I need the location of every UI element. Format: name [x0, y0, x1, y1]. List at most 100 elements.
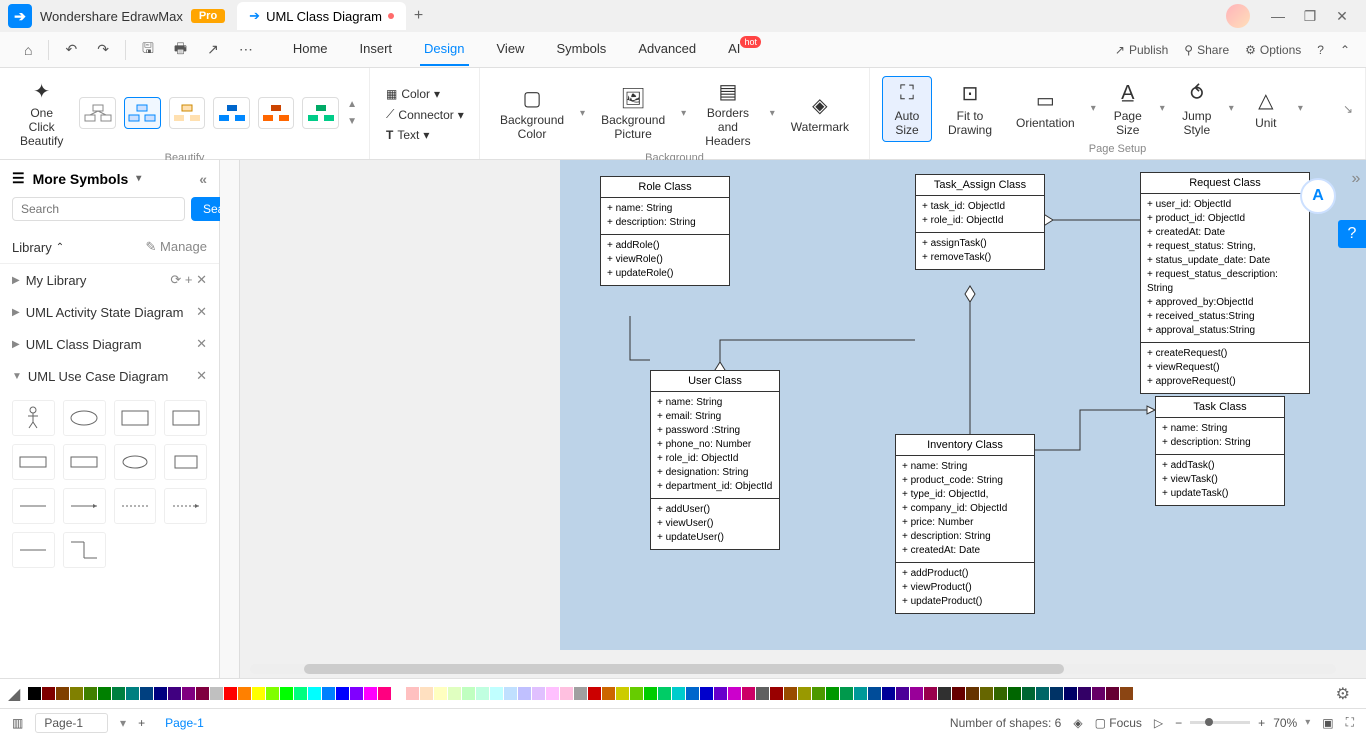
page-tab[interactable]: Page-1 [157, 716, 212, 730]
color-swatch[interactable] [588, 687, 601, 700]
tab-view[interactable]: View [493, 33, 529, 66]
style-scroll-up[interactable]: ▲ [347, 99, 357, 110]
style-scroll-down[interactable]: ▼ [347, 116, 357, 127]
color-swatch[interactable] [504, 687, 517, 700]
minimize-button[interactable]: — [1262, 8, 1294, 24]
color-swatch[interactable] [182, 687, 195, 700]
color-swatch[interactable] [196, 687, 209, 700]
page-list-icon[interactable]: ▥ [12, 716, 23, 730]
zoom-level[interactable]: 70% [1273, 716, 1297, 730]
collapse-sidebar-icon[interactable]: « [199, 171, 207, 187]
lib-section-class[interactable]: ▶UML Class Diagram✕ [0, 328, 219, 360]
color-swatch[interactable] [1106, 687, 1119, 700]
orientation-button[interactable]: ▭Orientation [1008, 84, 1083, 134]
color-swatch[interactable] [112, 687, 125, 700]
color-swatch[interactable] [1120, 687, 1133, 700]
shape-actor[interactable] [12, 400, 55, 436]
focus-button[interactable]: ▢ Focus [1095, 716, 1142, 730]
tab-symbols[interactable]: Symbols [552, 33, 610, 66]
color-swatch[interactable] [308, 687, 321, 700]
canvas-area[interactable]: Role Class+ name: String+ description: S… [220, 160, 1366, 678]
uml-class-role[interactable]: Role Class+ name: String+ description: S… [600, 176, 730, 286]
expand-right-panel-icon[interactable]: » [1346, 170, 1366, 188]
uml-class-request[interactable]: Request Class+ user_id: ObjectId+ produc… [1140, 172, 1310, 394]
color-swatch[interactable] [644, 687, 657, 700]
color-swatch[interactable] [448, 687, 461, 700]
tab-insert[interactable]: Insert [356, 33, 397, 66]
color-swatch[interactable] [42, 687, 55, 700]
color-swatch[interactable] [518, 687, 531, 700]
color-swatch[interactable] [350, 687, 363, 700]
document-tab[interactable]: ➔ UML Class Diagram [237, 2, 406, 30]
color-swatch[interactable] [798, 687, 811, 700]
zoom-in-button[interactable]: + [1258, 716, 1265, 730]
collapse-ribbon-icon[interactable]: ⌃ [1340, 43, 1350, 57]
color-swatch[interactable] [126, 687, 139, 700]
color-swatch[interactable] [630, 687, 643, 700]
more-button[interactable]: ⋯ [231, 37, 261, 62]
color-swatch[interactable] [168, 687, 181, 700]
color-swatch[interactable] [266, 687, 279, 700]
watermark-button[interactable]: ◈Watermark [783, 88, 857, 138]
maximize-button[interactable]: ❐ [1294, 8, 1326, 25]
h-scrollbar[interactable] [250, 664, 1336, 674]
color-swatch[interactable] [1078, 687, 1091, 700]
color-swatch[interactable] [952, 687, 965, 700]
color-swatch[interactable] [882, 687, 895, 700]
color-swatch[interactable] [1036, 687, 1049, 700]
undo-button[interactable]: ↶ [57, 37, 85, 62]
options-button[interactable]: ⚙ Options [1245, 43, 1301, 57]
color-swatch[interactable] [574, 687, 587, 700]
tab-ai[interactable]: AIhot [724, 33, 765, 66]
tab-design[interactable]: Design [420, 33, 468, 66]
color-swatch[interactable] [784, 687, 797, 700]
fit-page-icon[interactable]: ▣ [1322, 716, 1333, 730]
uml-class-task_assign[interactable]: Task_Assign Class+ task_id: ObjectId+ ro… [915, 174, 1045, 270]
add-page-button[interactable]: + [138, 716, 145, 730]
lib-section-my-library[interactable]: ▶My Library⟳ + ✕ [0, 264, 219, 296]
save-button[interactable]: 🖫 [134, 34, 162, 66]
color-swatch[interactable] [742, 687, 755, 700]
color-swatch[interactable] [378, 687, 391, 700]
color-swatch[interactable] [1008, 687, 1021, 700]
color-swatch[interactable] [392, 687, 405, 700]
color-swatch[interactable] [756, 687, 769, 700]
shape-note[interactable] [164, 444, 207, 480]
bg-picture-button[interactable]: 🖼Background Picture [593, 81, 673, 145]
color-swatch[interactable] [28, 687, 41, 700]
shape-ellipse[interactable] [114, 444, 157, 480]
color-swatch[interactable] [1022, 687, 1035, 700]
style-preset-4[interactable] [213, 97, 250, 129]
help-icon[interactable]: ? [1317, 43, 1324, 57]
color-swatch[interactable] [966, 687, 979, 700]
tab-home[interactable]: Home [289, 33, 332, 66]
fullscreen-icon[interactable]: ⛶ [1346, 715, 1354, 730]
color-swatch[interactable] [210, 687, 223, 700]
style-preset-3[interactable] [169, 97, 206, 129]
color-swatch[interactable] [294, 687, 307, 700]
color-swatch[interactable] [1092, 687, 1105, 700]
color-swatch[interactable] [546, 687, 559, 700]
color-swatch[interactable] [462, 687, 475, 700]
color-swatch[interactable] [560, 687, 573, 700]
shape-line2[interactable] [63, 488, 106, 524]
hamburger-icon[interactable]: ☰ [12, 170, 25, 187]
style-preset-5[interactable] [258, 97, 295, 129]
manage-link[interactable]: ✎ Manage [146, 239, 208, 255]
connector-button[interactable]: ⟋ Connector ▾ [382, 105, 468, 124]
color-swatch[interactable] [336, 687, 349, 700]
color-swatch[interactable] [714, 687, 727, 700]
eyedropper-icon[interactable]: ◢ [8, 684, 20, 704]
color-swatch[interactable] [420, 687, 433, 700]
color-swatch[interactable] [56, 687, 69, 700]
color-swatch[interactable] [140, 687, 153, 700]
color-swatch[interactable] [238, 687, 251, 700]
color-swatch[interactable] [280, 687, 293, 700]
zoom-slider[interactable] [1190, 721, 1250, 724]
color-button[interactable]: ▦ Color ▾ [382, 85, 468, 103]
color-swatch[interactable] [364, 687, 377, 700]
style-preset-2[interactable] [124, 97, 161, 129]
color-swatch[interactable] [532, 687, 545, 700]
redo-button[interactable]: ↷ [89, 37, 117, 62]
uml-class-inventory[interactable]: Inventory Class+ name: String+ product_c… [895, 434, 1035, 614]
